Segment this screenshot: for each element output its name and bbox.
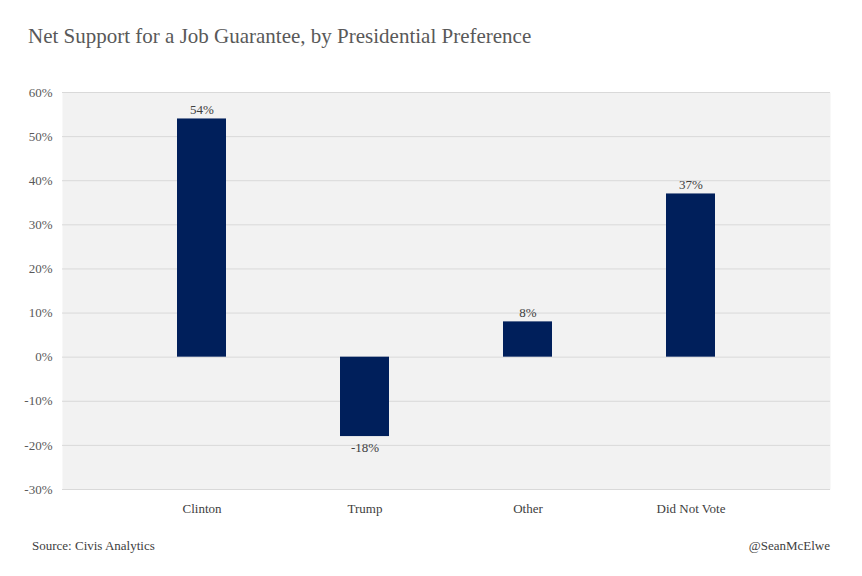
svg-text:0%: 0% xyxy=(35,349,53,364)
svg-text:Clinton: Clinton xyxy=(182,501,222,516)
svg-text:Did Not Vote: Did Not Vote xyxy=(657,501,726,516)
svg-text:60%: 60% xyxy=(29,85,53,100)
svg-text:-18%: -18% xyxy=(351,440,379,455)
svg-text:37%: 37% xyxy=(679,177,703,192)
html-text:@SeanMcElwe: @SeanMcElwe xyxy=(748,538,830,553)
svg-text:50%: 50% xyxy=(29,129,53,144)
svg-text:Other: Other xyxy=(513,501,543,516)
svg-text:54%: 54% xyxy=(190,102,214,117)
svg-text:-20%: -20% xyxy=(24,438,52,453)
svg-text:8%: 8% xyxy=(519,305,537,320)
svg-text:-30%: -30% xyxy=(24,482,52,497)
svg-text:10%: 10% xyxy=(29,305,53,320)
svg-text:Trump: Trump xyxy=(348,501,383,516)
svg-text:40%: 40% xyxy=(29,173,53,188)
svg-text:-10%: -10% xyxy=(24,393,52,408)
html-text:Net Support for a Job Guarante: Net Support for a Job Guarantee, by Pres… xyxy=(28,24,532,48)
svg-text:30%: 30% xyxy=(29,217,53,232)
svg-text:20%: 20% xyxy=(29,261,53,276)
html-text:Source: Civis Analytics: Source: Civis Analytics xyxy=(32,538,155,553)
